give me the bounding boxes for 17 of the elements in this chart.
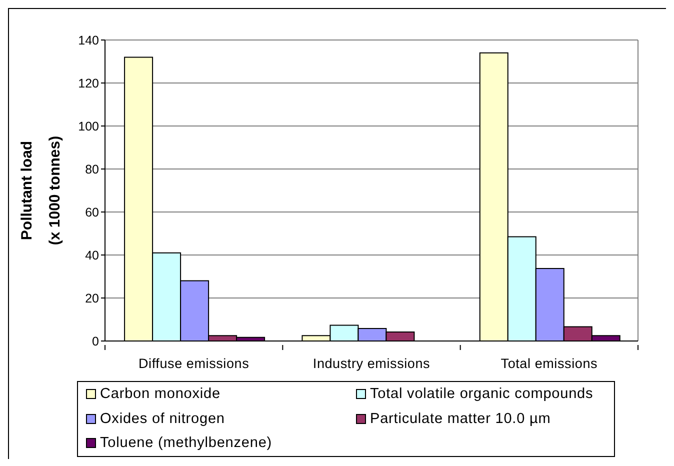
y-tick-label: 100 xyxy=(78,119,100,134)
legend-label: Particulate matter 10.0 µm xyxy=(370,410,551,428)
x-tick-label: Total emissions xyxy=(500,356,598,371)
y-tick-label: 60 xyxy=(85,205,100,220)
y-tick-label: 80 xyxy=(85,162,100,176)
legend-label: Oxides of nitrogen xyxy=(100,410,225,428)
y-axis-title: Pollutant load (x 1000 tonnes) xyxy=(18,136,64,246)
y-tick-label: 120 xyxy=(78,76,100,90)
x-tick-label: Diffuse emissions xyxy=(138,356,250,371)
legend-label: Total volatile organic compounds xyxy=(370,385,594,403)
legend-label: Carbon monoxide xyxy=(100,385,220,403)
y-tick-label: 40 xyxy=(85,248,100,262)
y-tick-label: 0 xyxy=(92,334,100,348)
y-tick-label: 140 xyxy=(78,33,100,48)
x-tick-label: Industry emissions xyxy=(312,356,430,371)
y-tick-label: 20 xyxy=(85,291,100,306)
legend-label: Toluene (methylbenzene) xyxy=(100,434,272,452)
